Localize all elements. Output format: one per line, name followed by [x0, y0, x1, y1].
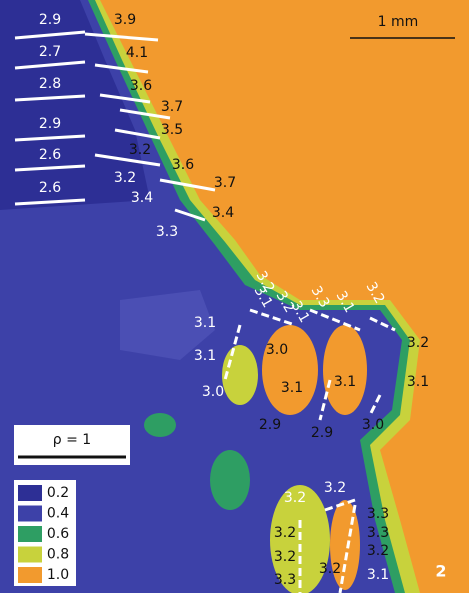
annotation-label: 2.6 — [39, 147, 61, 163]
annotation-label: 3.0 — [202, 384, 224, 400]
annotation-label: 2.6 — [39, 180, 61, 196]
annotation-label: 3.1 — [281, 380, 303, 396]
annotation-label: 3.2 — [114, 170, 136, 186]
rho-label: ρ = 1 — [53, 432, 91, 448]
annotation-label: 3.7 — [214, 175, 236, 191]
legend-swatch — [18, 547, 42, 563]
annotation-label: 3.0 — [362, 417, 384, 433]
page: 1 mm ρ = 1 0.2 0.4 0.6 0.8 1.0 2.9 2.7 2.8 2.9 2… — [0, 0, 469, 593]
legend-swatch — [18, 567, 42, 583]
annotation-label: 3.1 — [367, 567, 389, 583]
annotation-label: 3.3 — [367, 506, 389, 522]
annotation-label: 2.9 — [259, 417, 281, 433]
annotation-label: 2.9 — [311, 425, 333, 441]
annotation-label: 3.2 — [284, 490, 306, 506]
figure: 1 mm ρ = 1 0.2 0.4 0.6 0.8 1.0 2.9 2.7 2.8 2.9 2… — [0, 0, 469, 593]
annotation-label: 2.9 — [39, 12, 61, 28]
annotation-label: 3.4 — [212, 205, 234, 221]
annotation-label: 3.5 — [161, 122, 183, 138]
annotation-label: 3.1 — [194, 348, 216, 364]
annotation-label: 3.2 — [319, 561, 341, 577]
annotation-label: 2.7 — [39, 44, 61, 60]
annotation-label: 3.2 — [324, 480, 346, 496]
annotation-label: 3.3 — [367, 525, 389, 541]
scale-label: 1 mm — [378, 14, 419, 30]
annotation-label: 3.2 — [129, 142, 151, 158]
legend-label: 0.8 — [47, 547, 69, 563]
legend-label: 0.2 — [47, 485, 69, 501]
annotation-label: 3.1 — [194, 315, 216, 331]
panel-number: 2 — [435, 562, 446, 581]
legend-swatch — [18, 485, 42, 501]
annotation-label: 3.7 — [161, 99, 183, 115]
annotation-label: 3.2 — [407, 335, 429, 351]
legend-swatch — [18, 526, 42, 542]
annotation-label: 3.2 — [274, 525, 296, 541]
legend-label: 0.6 — [47, 526, 69, 542]
annotation-label: 4.1 — [126, 45, 148, 61]
annotation-label: 2.9 — [39, 116, 61, 132]
annotation-label: 3.2 — [274, 549, 296, 565]
annotation-label: 3.1 — [334, 374, 356, 390]
annotation-label: 3.3 — [274, 572, 296, 588]
annotation-label: 3.6 — [130, 78, 152, 94]
annotation-label: 3.6 — [172, 157, 194, 173]
annotation-label: 3.9 — [114, 12, 136, 28]
annotation-label: 2.8 — [39, 76, 61, 92]
annotation-label: 3.3 — [156, 224, 178, 240]
legend-label: 0.4 — [47, 506, 69, 522]
legend-label: 1.0 — [47, 567, 69, 583]
annotation-label: 3.1 — [407, 374, 429, 390]
legend-swatch — [18, 506, 42, 522]
annotation-label: 3.4 — [131, 190, 153, 206]
annotation-label: 3.2 — [367, 543, 389, 559]
annotation-label: 3.0 — [266, 342, 288, 358]
